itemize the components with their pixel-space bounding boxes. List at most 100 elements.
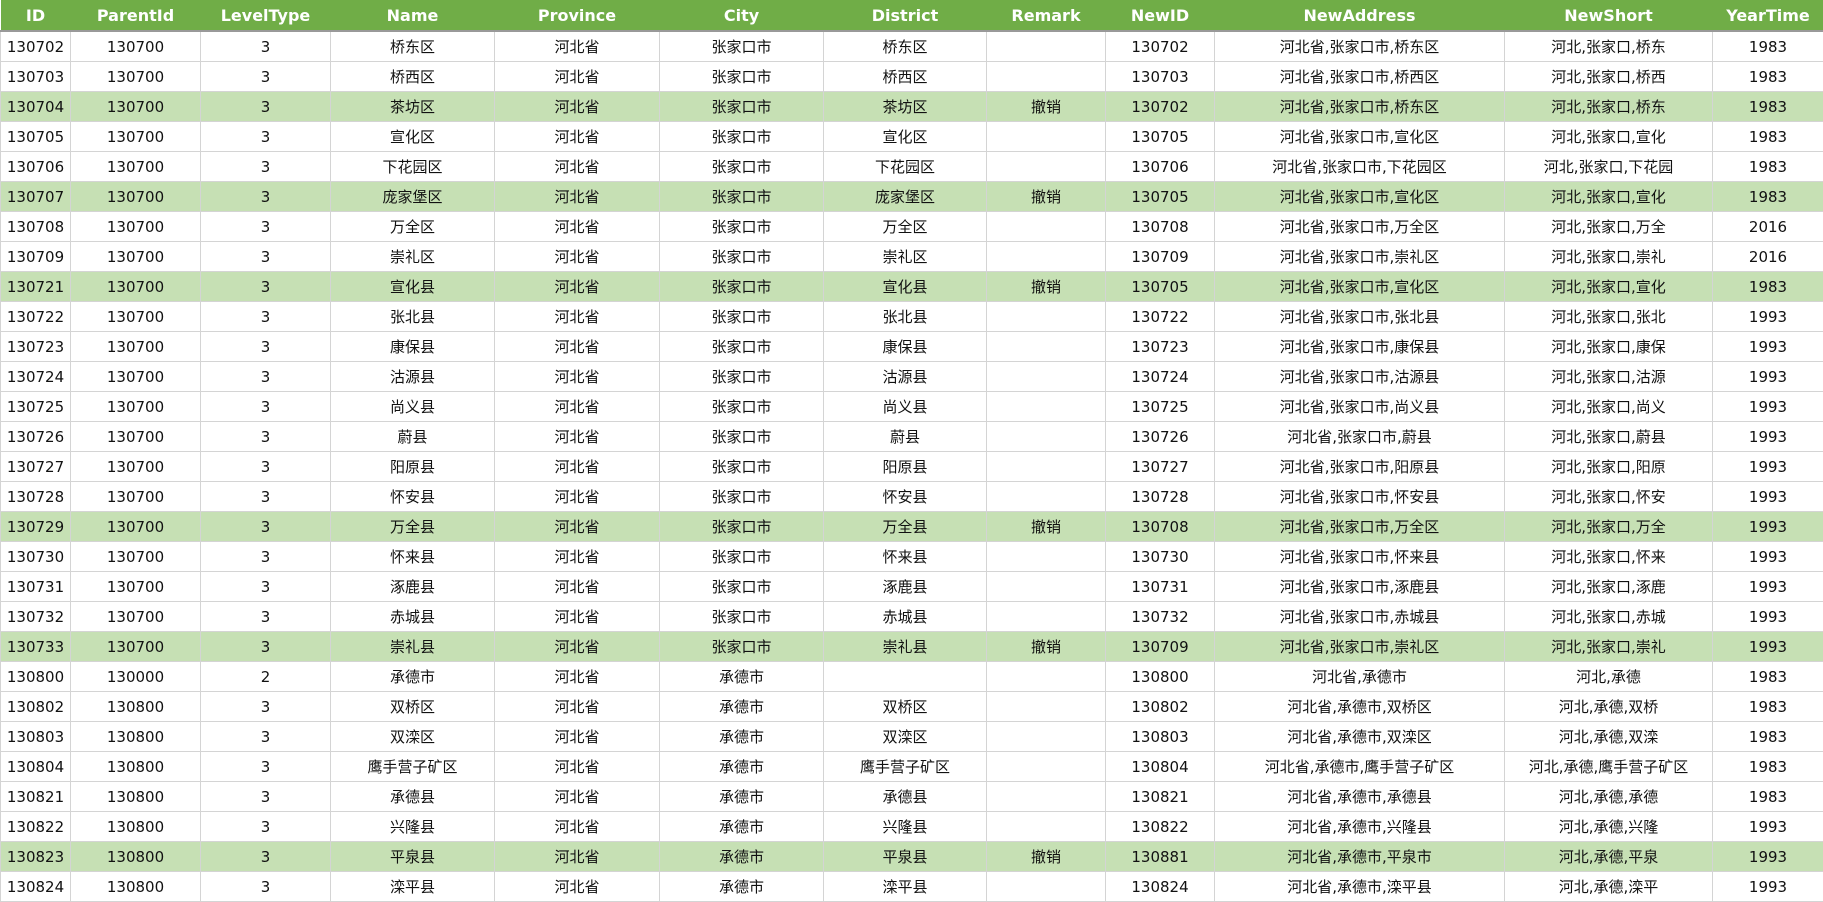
cell-yeartime[interactable]: 1983 (1713, 122, 1823, 152)
cell-city[interactable]: 张家口市 (660, 152, 824, 182)
cell-remark[interactable] (987, 542, 1106, 572)
cell-yeartime[interactable]: 1993 (1713, 512, 1823, 542)
cell-newshort[interactable]: 河北,张家口,张北 (1505, 302, 1713, 332)
cell-province[interactable]: 河北省 (495, 542, 660, 572)
cell-newid[interactable]: 130705 (1106, 122, 1215, 152)
cell-province[interactable]: 河北省 (495, 602, 660, 632)
cell-id[interactable]: 130800 (1, 662, 71, 692)
cell-newshort[interactable]: 河北,张家口,宣化 (1505, 182, 1713, 212)
cell-newid[interactable]: 130822 (1106, 812, 1215, 842)
cell-district[interactable]: 张北县 (824, 302, 987, 332)
cell-city[interactable]: 承德市 (660, 782, 824, 812)
cell-newid[interactable]: 130703 (1106, 62, 1215, 92)
cell-yeartime[interactable]: 1983 (1713, 31, 1823, 62)
cell-yeartime[interactable]: 1993 (1713, 362, 1823, 392)
column-header-parentid[interactable]: ParentId (71, 0, 201, 31)
cell-district[interactable]: 万全区 (824, 212, 987, 242)
cell-district[interactable]: 崇礼区 (824, 242, 987, 272)
cell-parentid[interactable]: 130700 (71, 392, 201, 422)
cell-newshort[interactable]: 河北,承德,平泉 (1505, 842, 1713, 872)
cell-leveltype[interactable]: 3 (201, 632, 331, 662)
cell-newid[interactable]: 130800 (1106, 662, 1215, 692)
cell-district[interactable]: 双桥区 (824, 692, 987, 722)
cell-remark[interactable] (987, 242, 1106, 272)
cell-leveltype[interactable]: 3 (201, 542, 331, 572)
cell-newshort[interactable]: 河北,张家口,宣化 (1505, 272, 1713, 302)
cell-yeartime[interactable]: 1993 (1713, 632, 1823, 662)
cell-id[interactable]: 130705 (1, 122, 71, 152)
cell-district[interactable]: 桥西区 (824, 62, 987, 92)
cell-district[interactable]: 双滦区 (824, 722, 987, 752)
cell-newaddress[interactable]: 河北省,承德市,双滦区 (1215, 722, 1505, 752)
cell-newaddress[interactable]: 河北省,张家口市,怀来县 (1215, 542, 1505, 572)
cell-newaddress[interactable]: 河北省,张家口市,涿鹿县 (1215, 572, 1505, 602)
cell-city[interactable]: 张家口市 (660, 122, 824, 152)
cell-id[interactable]: 130821 (1, 782, 71, 812)
cell-remark[interactable]: 撤销 (987, 182, 1106, 212)
cell-parentid[interactable]: 130800 (71, 752, 201, 782)
cell-leveltype[interactable]: 3 (201, 572, 331, 602)
cell-name[interactable]: 怀安县 (331, 482, 495, 512)
cell-name[interactable]: 万全区 (331, 212, 495, 242)
cell-leveltype[interactable]: 3 (201, 452, 331, 482)
cell-district[interactable]: 鹰手营子矿区 (824, 752, 987, 782)
cell-name[interactable]: 张北县 (331, 302, 495, 332)
cell-remark[interactable] (987, 31, 1106, 62)
cell-name[interactable]: 双滦区 (331, 722, 495, 752)
cell-newaddress[interactable]: 河北省,张家口市,崇礼区 (1215, 242, 1505, 272)
column-header-leveltype[interactable]: LevelType (201, 0, 331, 31)
cell-newaddress[interactable]: 河北省,承德市,滦平县 (1215, 872, 1505, 902)
cell-district[interactable]: 下花园区 (824, 152, 987, 182)
column-header-newid[interactable]: NewID (1106, 0, 1215, 31)
cell-leveltype[interactable]: 3 (201, 92, 331, 122)
cell-newshort[interactable]: 河北,张家口,桥西 (1505, 62, 1713, 92)
cell-province[interactable]: 河北省 (495, 812, 660, 842)
cell-city[interactable]: 承德市 (660, 872, 824, 902)
cell-name[interactable]: 涿鹿县 (331, 572, 495, 602)
cell-newaddress[interactable]: 河北省,张家口市,沽源县 (1215, 362, 1505, 392)
cell-newshort[interactable]: 河北,张家口,蔚县 (1505, 422, 1713, 452)
cell-id[interactable]: 130724 (1, 362, 71, 392)
cell-parentid[interactable]: 130700 (71, 362, 201, 392)
cell-newaddress[interactable]: 河北省,承德市,双桥区 (1215, 692, 1505, 722)
cell-remark[interactable]: 撤销 (987, 842, 1106, 872)
cell-newid[interactable]: 130709 (1106, 242, 1215, 272)
cell-newaddress[interactable]: 河北省,承德市,承德县 (1215, 782, 1505, 812)
cell-remark[interactable] (987, 362, 1106, 392)
cell-province[interactable]: 河北省 (495, 422, 660, 452)
cell-newid[interactable]: 130723 (1106, 332, 1215, 362)
cell-id[interactable]: 130722 (1, 302, 71, 332)
cell-city[interactable]: 承德市 (660, 692, 824, 722)
cell-newid[interactable]: 130725 (1106, 392, 1215, 422)
cell-newshort[interactable]: 河北,张家口,怀安 (1505, 482, 1713, 512)
cell-newid[interactable]: 130821 (1106, 782, 1215, 812)
cell-remark[interactable] (987, 392, 1106, 422)
cell-name[interactable]: 蔚县 (331, 422, 495, 452)
cell-id[interactable]: 130723 (1, 332, 71, 362)
cell-parentid[interactable]: 130700 (71, 242, 201, 272)
cell-province[interactable]: 河北省 (495, 632, 660, 662)
cell-newshort[interactable]: 河北,承德,滦平 (1505, 872, 1713, 902)
cell-leveltype[interactable]: 3 (201, 122, 331, 152)
cell-district[interactable]: 赤城县 (824, 602, 987, 632)
cell-newaddress[interactable]: 河北省,承德市,平泉市 (1215, 842, 1505, 872)
cell-id[interactable]: 130823 (1, 842, 71, 872)
cell-yeartime[interactable]: 1993 (1713, 332, 1823, 362)
cell-remark[interactable] (987, 752, 1106, 782)
cell-leveltype[interactable]: 3 (201, 692, 331, 722)
cell-newaddress[interactable]: 河北省,承德市,兴隆县 (1215, 812, 1505, 842)
cell-province[interactable]: 河北省 (495, 752, 660, 782)
cell-parentid[interactable]: 130700 (71, 512, 201, 542)
cell-yeartime[interactable]: 1993 (1713, 602, 1823, 632)
cell-newshort[interactable]: 河北,张家口,阳原 (1505, 452, 1713, 482)
cell-yeartime[interactable]: 1993 (1713, 572, 1823, 602)
cell-name[interactable]: 万全县 (331, 512, 495, 542)
cell-leveltype[interactable]: 3 (201, 872, 331, 902)
cell-yeartime[interactable]: 1983 (1713, 752, 1823, 782)
cell-id[interactable]: 130708 (1, 212, 71, 242)
cell-city[interactable]: 张家口市 (660, 542, 824, 572)
cell-newid[interactable]: 130708 (1106, 212, 1215, 242)
cell-parentid[interactable]: 130700 (71, 602, 201, 632)
cell-id[interactable]: 130804 (1, 752, 71, 782)
cell-id[interactable]: 130725 (1, 392, 71, 422)
